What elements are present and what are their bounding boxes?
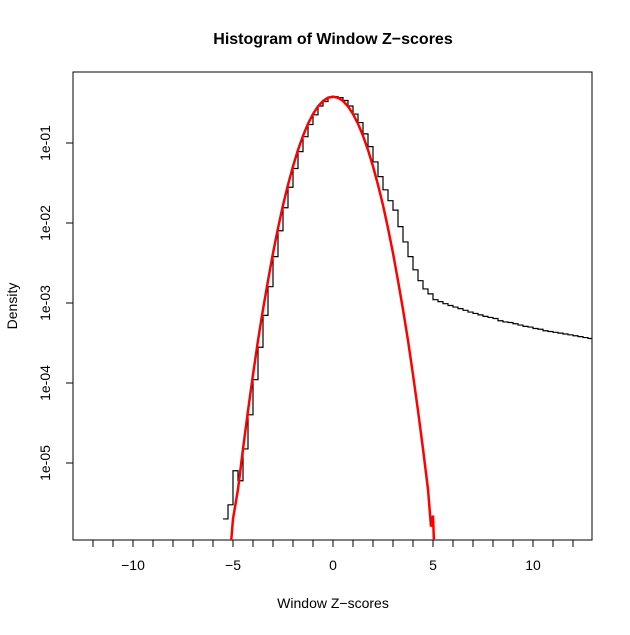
x-tick-label: 0 [329,557,337,573]
x-tick-label: 5 [429,557,437,573]
chart-title: Histogram of Window Z−scores [213,31,453,48]
x-tick-label: −5 [225,557,241,573]
y-tick-label: 1e-04 [37,365,53,401]
x-axis: −10 −5 0 5 10 [92,539,574,573]
histogram-series [223,96,592,520]
y-tick-label: 1e-03 [37,285,53,321]
y-tick-label: 1e-01 [37,125,53,161]
fit-curve-series [229,95,436,540]
plot-frame [72,71,593,541]
y-axis-label: Density [4,283,20,330]
x-tick-label: −10 [121,557,145,573]
x-axis-label: Window Z−scores [277,595,389,611]
x-tick-label: 10 [525,557,541,573]
y-tick-label: 1e-05 [37,445,53,481]
y-tick-label: 1e-02 [37,205,53,241]
y-axis: 1e-01 1e-02 1e-03 1e-04 1e-05 [37,125,74,481]
